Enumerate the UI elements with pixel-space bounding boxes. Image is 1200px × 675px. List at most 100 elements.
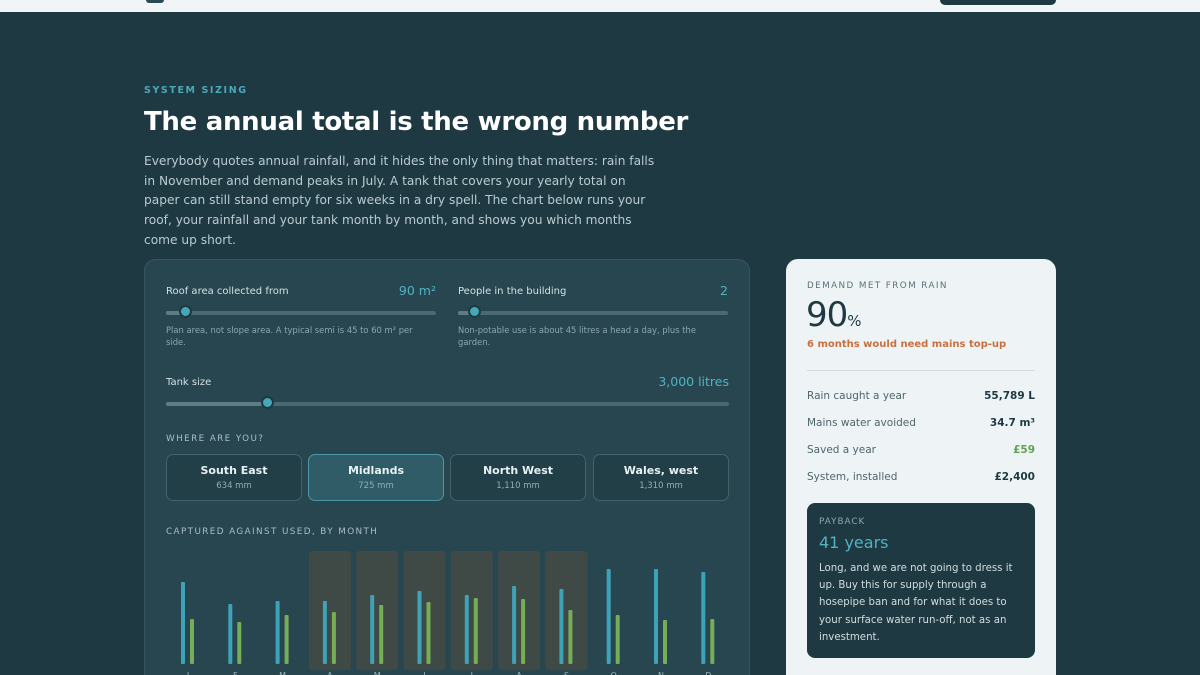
- region-section-label: WHERE ARE YOU?: [166, 434, 265, 444]
- shortfall-month-band: [308, 551, 351, 670]
- used-bar: [426, 602, 431, 664]
- captured-bar: [275, 601, 280, 664]
- used-bar: [710, 619, 715, 664]
- month-tick-label: A: [327, 671, 333, 675]
- payback-years: 41 years: [819, 533, 889, 552]
- payback-box: PAYBACK 41 years Long, and we are not go…: [807, 503, 1035, 658]
- people-slider-thumb[interactable]: [468, 305, 482, 318]
- people-slider-track[interactable]: [458, 311, 728, 315]
- people-hint: Non-potable use is about 45 litres a hea…: [458, 325, 697, 347]
- used-bar: [331, 612, 336, 664]
- people-label: People in the building: [458, 286, 567, 297]
- used-bar: [615, 615, 620, 664]
- tank-size-slider-track[interactable]: [166, 402, 729, 406]
- top-nav-bar: [0, 0, 1200, 12]
- calculator-panel: Roof area collected from 90 m² Plan area…: [144, 259, 750, 675]
- roof-area-slider-track[interactable]: [166, 311, 436, 315]
- region-name: Wales, west: [623, 464, 699, 477]
- stat-row: System, installed £2,400: [807, 471, 1035, 487]
- region-name: Midlands: [347, 464, 405, 477]
- used-bar: [521, 599, 526, 664]
- used-bar: [190, 619, 194, 664]
- nav-cta-button[interactable]: [940, 0, 1056, 5]
- shortfall-month-band: [498, 551, 541, 670]
- chart-title: CAPTURED AGAINST USED, BY MONTH: [166, 527, 379, 537]
- tank-size-label: Tank size: [166, 377, 212, 388]
- monthly-chart: JFMAMJJASOND: [166, 550, 736, 675]
- region-option-north-west[interactable]: North West 1,110 mm: [450, 454, 586, 501]
- captured-bar: [654, 569, 658, 664]
- demand-met-value: 90%: [806, 295, 862, 335]
- page-title: The annual total is the wrong number: [144, 107, 689, 137]
- tank-size-control: Tank size 3,000 litres: [166, 374, 729, 417]
- people-control: People in the building 2 Non-potable use…: [458, 283, 728, 347]
- stat-label: System, installed: [807, 471, 898, 483]
- month-tick-label: J: [186, 671, 189, 675]
- roof-area-slider-thumb[interactable]: [178, 305, 192, 318]
- month-tick-label: F: [233, 671, 238, 675]
- payback-text: Long, and we are not going to dress it u…: [819, 563, 1013, 643]
- tank-size-slider-thumb[interactable]: [261, 396, 275, 409]
- payback-label: PAYBACK: [819, 517, 866, 527]
- divider: [807, 370, 1035, 371]
- demand-met-unit: %: [847, 312, 862, 330]
- stat-row: Rain caught a year 55,789 L: [807, 390, 1035, 406]
- used-bar: [237, 622, 242, 664]
- results-card: DEMAND MET FROM RAIN 90% 6 months would …: [786, 259, 1056, 675]
- region-option-south-east[interactable]: South East 634 mm: [166, 454, 302, 501]
- region-selector: South East 634 mm Midlands 725 mm North …: [166, 454, 729, 502]
- stat-value: 34.7 m³: [989, 417, 1035, 429]
- month-tick-label: M: [374, 671, 381, 675]
- region-name: North West: [482, 464, 554, 477]
- captured-bar: [322, 601, 327, 664]
- month-tick-label: S: [564, 671, 569, 675]
- roof-area-value: 90 m²: [398, 283, 436, 298]
- region-rainfall: 725 mm: [358, 481, 394, 491]
- region-name: South East: [200, 464, 268, 477]
- shortfall-month-band: [356, 551, 399, 670]
- month-tick-label: J: [422, 671, 425, 675]
- shortfall-month-band: [403, 551, 446, 670]
- month-tick-label: M: [279, 671, 286, 675]
- stat-label: Saved a year: [807, 444, 876, 456]
- region-rainfall: 1,110 mm: [496, 481, 540, 491]
- monthly-chart-svg: JFMAMJJASOND: [181, 551, 715, 675]
- captured-bar: [606, 569, 611, 664]
- captured-bar: [559, 589, 564, 664]
- intro-paragraph: Everybody quotes annual rainfall, and it…: [144, 154, 655, 247]
- roof-area-control: Roof area collected from 90 m² Plan area…: [166, 283, 436, 347]
- used-bar: [568, 610, 573, 664]
- shortfall-month-band: [450, 551, 493, 670]
- captured-bar: [512, 586, 517, 664]
- captured-bar: [228, 604, 233, 664]
- section-eyebrow: SYSTEM SIZING: [144, 85, 248, 96]
- captured-bar: [701, 572, 706, 664]
- used-bar: [663, 620, 667, 664]
- captured-bar: [417, 591, 422, 664]
- region-option-wales-west[interactable]: Wales, west 1,310 mm: [593, 454, 729, 501]
- month-tick-label: J: [470, 671, 473, 675]
- region-rainfall: 1,310 mm: [639, 481, 683, 491]
- captured-bar: [370, 595, 375, 664]
- logo[interactable]: [146, 0, 164, 3]
- month-tick-label: N: [658, 671, 664, 675]
- demand-met-number: 90: [806, 295, 848, 335]
- used-bar: [284, 615, 289, 664]
- captured-bar: [464, 595, 469, 664]
- stat-row: Mains water avoided 34.7 m³: [807, 417, 1035, 433]
- region-rainfall: 634 mm: [216, 481, 252, 491]
- tank-size-value: 3,000 litres: [658, 374, 729, 389]
- month-tick-label: D: [705, 671, 711, 675]
- region-option-midlands[interactable]: Midlands 725 mm: [308, 454, 444, 501]
- stat-value: £2,400: [994, 471, 1035, 483]
- shortfall-month-band: [545, 551, 588, 670]
- used-bar: [379, 605, 384, 664]
- demand-met-label: DEMAND MET FROM RAIN: [807, 281, 948, 291]
- stat-label: Rain caught a year: [807, 390, 907, 402]
- month-tick-label: A: [516, 671, 522, 675]
- used-bar: [473, 598, 478, 664]
- stat-label: Mains water avoided: [807, 417, 916, 429]
- people-value: 2: [720, 283, 728, 298]
- stat-value: 55,789 L: [984, 390, 1035, 402]
- month-tick-label: O: [611, 671, 617, 675]
